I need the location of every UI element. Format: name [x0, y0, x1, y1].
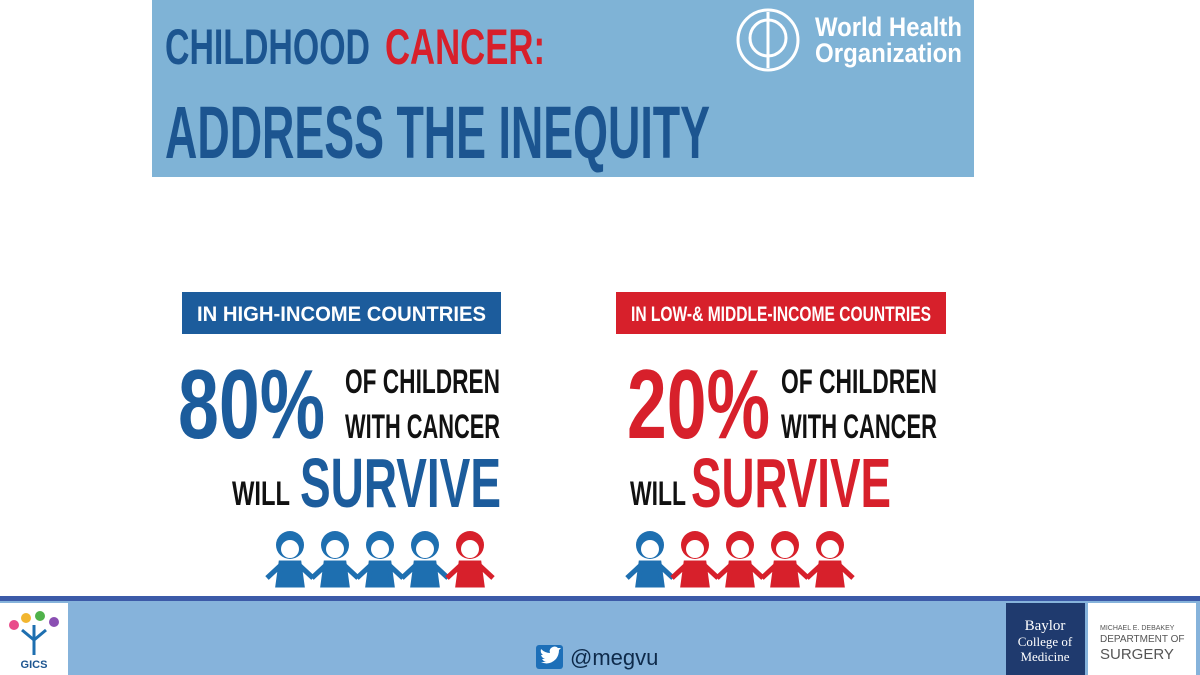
- twitter-icon: [536, 645, 563, 669]
- panel-label-box: [616, 292, 946, 334]
- child-body: [400, 560, 450, 588]
- child-face: [281, 540, 299, 558]
- child-body: [625, 560, 675, 588]
- panels: IN HIGH-INCOME COUNTRIES 80% OF CHILDREN WI…: [178, 292, 946, 588]
- child-icon: [310, 531, 360, 588]
- panel-label: IN HIGH-INCOME COUNTRIES: [197, 303, 486, 326]
- text-line: WILL: [630, 475, 686, 513]
- text-line: WITH CANCER: [345, 408, 500, 446]
- twitter-handle: @megvu: [570, 645, 658, 670]
- header-band: [152, 0, 974, 177]
- baylor-text: Baylor: [1025, 618, 1066, 634]
- child-face: [461, 540, 479, 558]
- percent: 20%: [627, 349, 770, 459]
- text-line: WILL: [232, 475, 290, 513]
- child-body: [265, 560, 315, 588]
- gics-hands: [9, 611, 59, 655]
- child-body: [310, 560, 360, 588]
- child-body: [445, 560, 495, 588]
- title-part1: CHILDHOOD: [165, 19, 370, 75]
- baylor-logo: [1006, 603, 1085, 675]
- child-icon: [355, 531, 405, 588]
- child-icon: [805, 531, 855, 588]
- footer-rule: [0, 596, 1200, 601]
- child-icon: [760, 531, 810, 588]
- child-face: [371, 540, 389, 558]
- survive: SURVIVE: [300, 444, 501, 522]
- gics-text: GICS: [21, 659, 48, 671]
- child-body: [805, 560, 855, 588]
- child-face: [641, 540, 659, 558]
- child-icon: [625, 531, 675, 588]
- panel-label-box: [182, 292, 501, 334]
- footer-band: [0, 601, 1200, 675]
- who-name: World Health: [815, 12, 962, 42]
- text-line: OF CHILDREN: [781, 363, 937, 401]
- child-face: [686, 540, 704, 558]
- survive: SURVIVE: [691, 444, 891, 522]
- child-icon: [400, 531, 450, 588]
- child-body: [715, 560, 765, 588]
- child-icon: [265, 531, 315, 588]
- child-face: [326, 540, 344, 558]
- child-icon: [715, 531, 765, 588]
- surgery-text: SURGERY: [1100, 646, 1174, 663]
- child-face: [731, 540, 749, 558]
- baylor-text: College of: [1018, 634, 1073, 649]
- who-name: Organization: [815, 38, 962, 68]
- percent: 80%: [178, 349, 325, 459]
- child-body: [355, 560, 405, 588]
- child-icon: [670, 531, 720, 588]
- text-line: WITH CANCER: [781, 408, 937, 446]
- baylor-text: Medicine: [1020, 649, 1069, 664]
- surgery-text: DEPARTMENT OF: [1100, 634, 1184, 645]
- child-body: [760, 560, 810, 588]
- title-part2: CANCER:: [385, 19, 545, 75]
- text-line: OF CHILDREN: [345, 363, 500, 401]
- child-body: [670, 560, 720, 588]
- panel-label: IN LOW-& MIDDLE-INCOME COUNTRIES: [631, 303, 931, 326]
- child-icon: [445, 531, 495, 588]
- title-line2: ADDRESS THE INEQUITY: [165, 91, 710, 174]
- child-face: [416, 540, 434, 558]
- surgery-logo: [1088, 603, 1196, 675]
- child-face: [776, 540, 794, 558]
- who-emblem: [736, 8, 800, 72]
- child-face: [821, 540, 839, 558]
- surgery-text: MICHAEL E. DEBAKEY: [1100, 625, 1175, 632]
